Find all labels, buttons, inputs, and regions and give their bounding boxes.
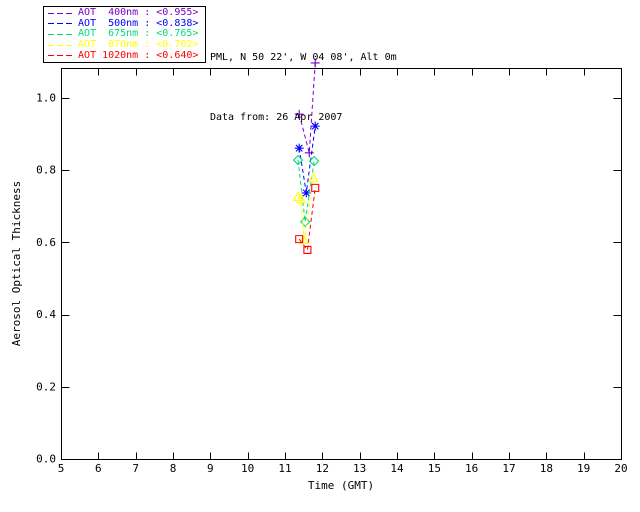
series-marker-aot-400nm [304, 148, 314, 158]
legend-label: AOT 675nm : <0.765> [78, 28, 199, 40]
x-tick-label: 9 [207, 462, 214, 475]
legend-item-aot-675nm: AOT 675nm : <0.765> [48, 29, 203, 39]
x-tick-label: 18 [540, 462, 553, 475]
station-info: PML, N 50 22', W 04 08', Alt 0m [210, 52, 397, 63]
legend-label: AOT 870nm : <0.702> [78, 39, 199, 51]
series-marker-aot-400nm [294, 109, 304, 119]
series-marker-aot-1020nm [303, 245, 312, 255]
legend-item-aot-870nm: AOT 870nm : <0.702> [48, 40, 203, 50]
x-tick-label: 13 [353, 462, 366, 475]
x-tick-label: 15 [428, 462, 441, 475]
y-tick-label: 0.0 [36, 453, 56, 466]
legend-label: AOT 500nm : <0.838> [78, 17, 199, 29]
series-marker-aot-1020nm [311, 183, 320, 192]
x-tick-label: 8 [170, 462, 177, 475]
legend-dash-sample [48, 55, 73, 57]
series-line-aot-400nm [298, 62, 316, 153]
y-tick-label: 0.2 [36, 380, 56, 393]
legend-item-aot-1020nm: AOT 1020nm : <0.640> [48, 49, 203, 61]
y-tick-label: 1.0 [36, 91, 56, 104]
legend-dash-sample [48, 44, 73, 46]
x-axis-title: Time (GMT) [308, 479, 374, 492]
series-marker-aot-500nm [294, 143, 304, 153]
legend-label: AOT 400nm : <0.955> [78, 7, 199, 19]
series-marker-aot-870nm [298, 234, 310, 245]
y-axis-title: Aerosol Optical Thickness [10, 181, 23, 347]
x-tick-label: 14 [390, 462, 404, 475]
legend-item-aot-500nm: AOT 500nm : <0.838> [48, 17, 203, 29]
series-marker-aot-1020nm [295, 235, 304, 244]
series-marker-aot-500nm [310, 121, 320, 131]
series-marker-aot-400nm [310, 58, 320, 68]
legend-box: AOT 400nm : <0.955> AOT 500nm : <0.838> AO… [43, 6, 206, 63]
series-line-aot-870nm [297, 178, 314, 240]
legend-dash-sample [48, 33, 73, 35]
y-tick-label: 0.8 [36, 164, 56, 177]
x-tick-label: 16 [465, 462, 478, 475]
series-marker-aot-870nm [308, 172, 319, 183]
y-tick-label: 0.4 [36, 308, 56, 321]
plot-border [61, 68, 622, 460]
plot-header: PML, N 50 22', W 04 08', Alt 0m Data fro… [210, 8, 397, 168]
series-marker-aot-500nm [301, 188, 311, 198]
x-tick-label: 19 [577, 462, 590, 475]
x-tick-label: 5 [58, 462, 65, 475]
series-marker-aot-675nm [308, 155, 320, 167]
y-tick-label: 0.6 [36, 236, 56, 249]
series-marker-aot-675nm [292, 154, 304, 166]
legend-dash-sample [48, 12, 73, 14]
date-info: Data from: 26 Apr 2007 [210, 112, 343, 123]
x-tick-label: 12 [316, 462, 329, 475]
legend-label: AOT 1020nm : <0.640> [78, 49, 199, 61]
x-tick-label: 7 [132, 462, 139, 475]
x-tick-label: 11 [278, 462, 291, 475]
x-tick-label: 10 [241, 462, 254, 475]
legend-item-aot-400nm: AOT 400nm : <0.955> [48, 8, 203, 18]
x-tick-label: 6 [95, 462, 102, 475]
series-marker-aot-870nm [295, 193, 307, 204]
x-tick-label: 17 [502, 462, 515, 475]
legend-dash-sample [48, 23, 73, 25]
x-tick-label: 20 [614, 462, 627, 475]
